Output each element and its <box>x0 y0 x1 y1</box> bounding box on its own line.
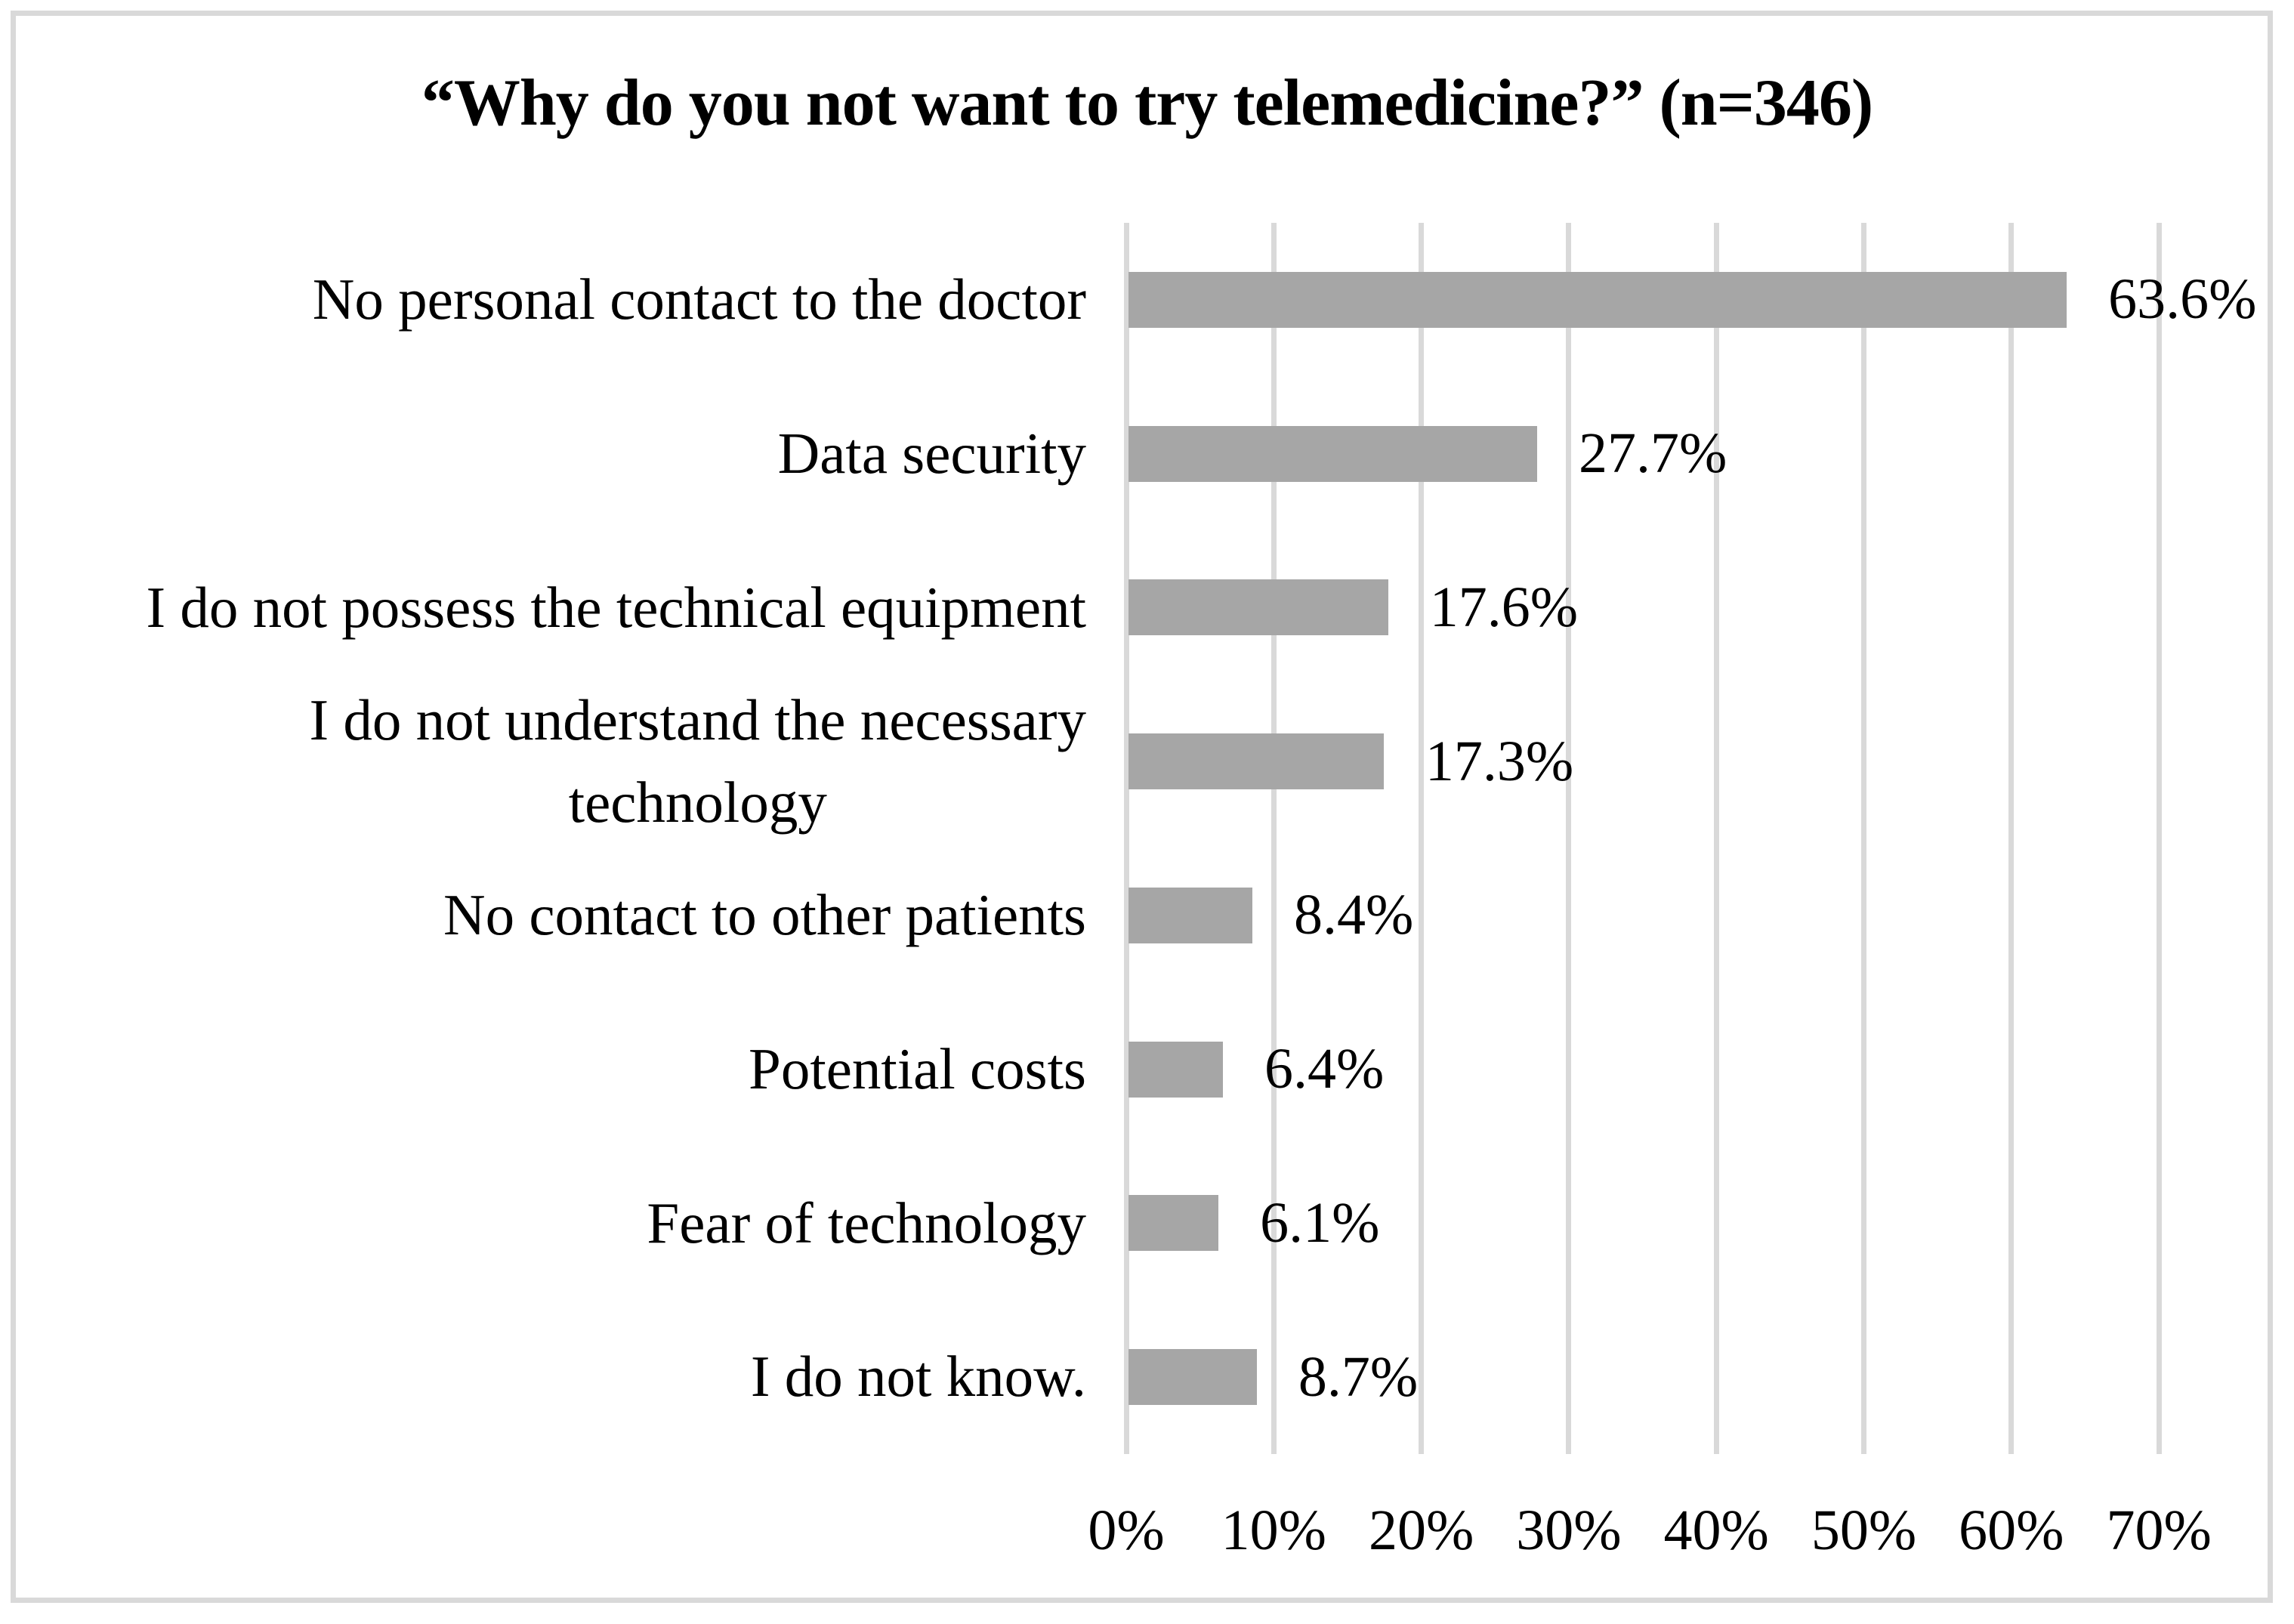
bar <box>1128 1195 1219 1252</box>
value-label: 27.7% <box>1578 421 1727 486</box>
chart-border <box>11 11 2273 1603</box>
x-tick-label: 60% <box>1959 1499 2064 1562</box>
x-tick-label: 20% <box>1368 1499 1474 1562</box>
gridline-30% <box>1566 223 1572 1454</box>
value-label: 6.1% <box>1260 1190 1380 1255</box>
bar <box>1128 425 1537 482</box>
value-label: 17.6% <box>1429 575 1579 639</box>
category-label: Fear of technology <box>45 1147 1086 1301</box>
category-label-text: I do not know. <box>750 1344 1086 1409</box>
value-label: 17.3% <box>1425 729 1574 793</box>
category-label-text: I do not possess the technical equipment <box>146 574 1086 640</box>
x-tick-label: 70% <box>2106 1499 2212 1562</box>
gridline-70% <box>2156 223 2162 1454</box>
category-label-text: No contact to other patients <box>443 882 1086 948</box>
value-label: 6.4% <box>1264 1037 1385 1101</box>
gridline-60% <box>2008 223 2015 1454</box>
x-tick-label: 30% <box>1516 1499 1622 1562</box>
value-label: 63.6% <box>2108 267 2257 332</box>
category-label: I do not possess the technical equipment <box>45 531 1086 685</box>
category-label-text: Potential costs <box>749 1036 1086 1101</box>
value-label: 8.4% <box>1294 883 1414 947</box>
bar <box>1128 887 1253 943</box>
value-label: 8.7% <box>1298 1345 1419 1409</box>
bar <box>1128 1041 1223 1098</box>
chart-title: “Why do you not want to try telemedicine… <box>421 66 1873 140</box>
gridline-40% <box>1713 223 1719 1454</box>
gridline-20% <box>1419 223 1425 1454</box>
x-tick-label: 50% <box>1811 1499 1917 1562</box>
bar <box>1128 271 2067 328</box>
bar <box>1128 733 1384 790</box>
category-label: No contact to other patients <box>45 838 1086 993</box>
category-label-text: No personal contact to the doctor <box>312 267 1086 332</box>
gridline-50% <box>1861 223 1866 1454</box>
category-label: Data security <box>45 377 1086 531</box>
category-label-text: Fear of technology <box>647 1190 1086 1255</box>
category-label-text: I do not understand the necessary techno… <box>309 687 1086 835</box>
category-label: No personal contact to the doctor <box>45 223 1086 377</box>
bar <box>1128 1349 1257 1406</box>
x-tick-label: 40% <box>1663 1499 1769 1562</box>
category-label: Potential costs <box>45 993 1086 1147</box>
category-label: I do not know. <box>45 1300 1086 1454</box>
gridline-0% <box>1123 223 1129 1454</box>
category-label: I do not understand the necessary techno… <box>45 684 1086 838</box>
bar <box>1128 579 1388 636</box>
gridline-10% <box>1270 223 1277 1454</box>
x-tick-label: 10% <box>1221 1499 1326 1562</box>
x-tick-label: 0% <box>1088 1499 1165 1562</box>
category-label-text: Data security <box>777 420 1086 486</box>
